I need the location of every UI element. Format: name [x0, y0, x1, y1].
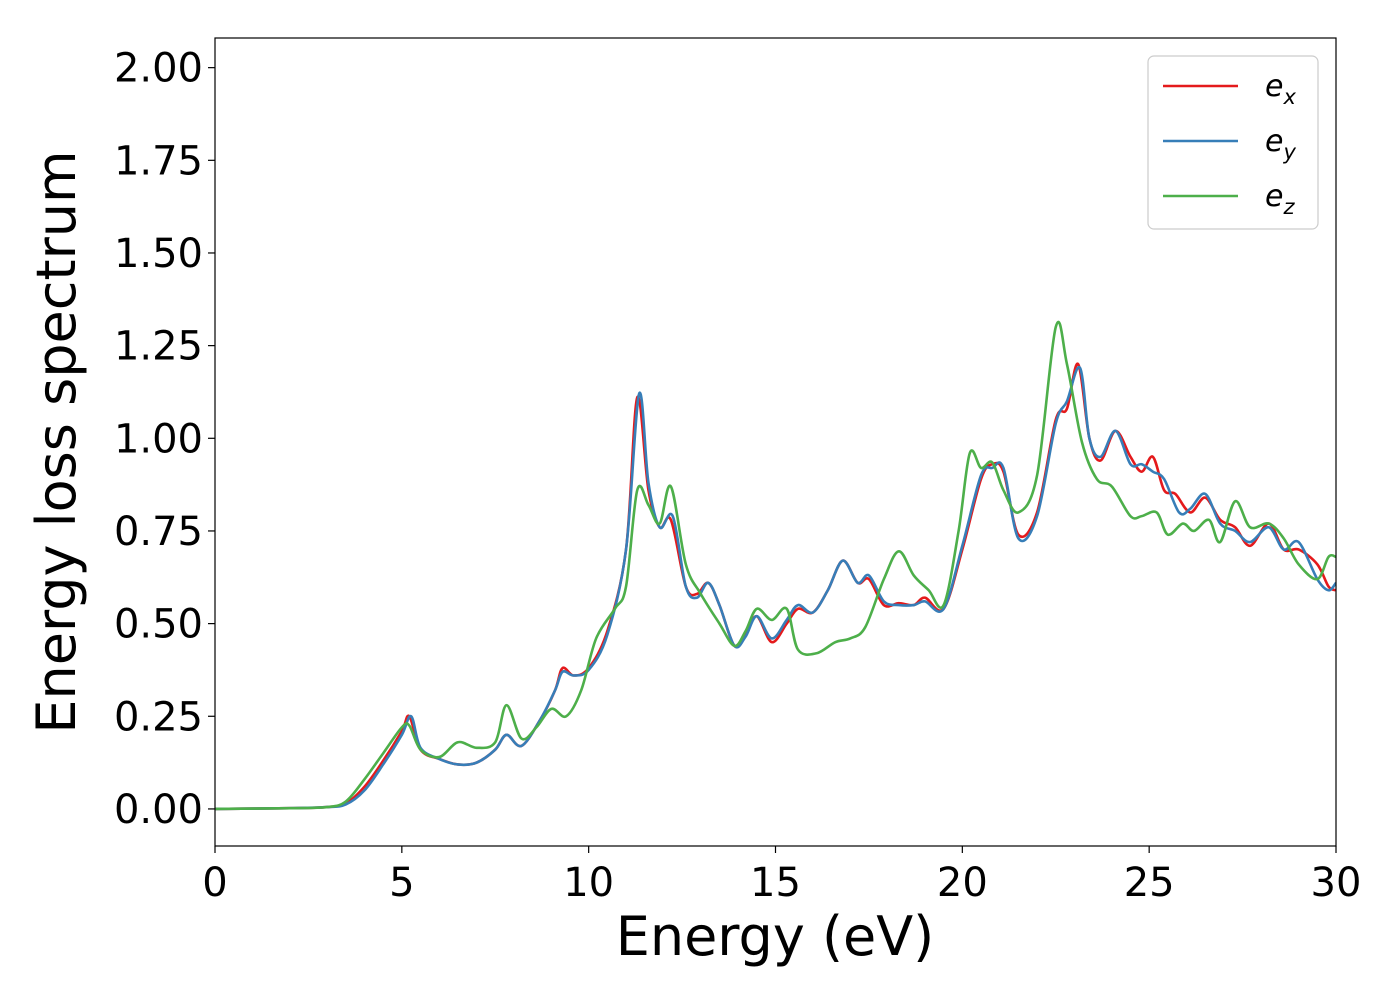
legend-label-z: ez: [1265, 179, 1295, 219]
x-axis-ticks: 0 5 10 15 20 25 30: [202, 846, 1361, 906]
y-tick-label: 1.25: [114, 324, 203, 370]
y-tick-label: 2.00: [114, 46, 203, 92]
x-tick-label: 5: [389, 860, 414, 906]
y-tick-label: 0.50: [114, 602, 203, 648]
legend-label-subscript: x: [1282, 85, 1296, 109]
y-tick-label: 0.00: [114, 787, 203, 833]
series-line-x: [215, 362, 1336, 811]
x-tick-label: 25: [1124, 860, 1175, 906]
y-tick-label: 1.75: [114, 138, 203, 184]
y-axis-title: Energy loss spectrum: [25, 150, 88, 733]
x-tick-label: 20: [937, 860, 988, 906]
legend-label-subscript: z: [1282, 195, 1295, 219]
legend-label-base: e: [1265, 179, 1283, 214]
legend-label-subscript: y: [1282, 140, 1296, 164]
y-tick-label: 0.25: [114, 694, 203, 740]
y-tick-label: 1.50: [114, 231, 203, 277]
legend-label-x: ex: [1265, 69, 1296, 109]
legend-box: [1147, 55, 1319, 230]
series-line-z: [215, 320, 1336, 811]
x-tick-label: 15: [750, 860, 801, 906]
x-tick-label: 30: [1311, 860, 1362, 906]
y-axis-ticks: 0.00 0.25 0.50 0.75 1.00 1.25 1.50 1.75 2.00: [114, 46, 215, 833]
series-line-y: [215, 365, 1336, 811]
legend-label-base: e: [1265, 69, 1283, 104]
y-tick-label: 1.00: [114, 416, 203, 462]
legend-label-y: ey: [1265, 124, 1296, 164]
y-tick-label: 0.75: [114, 509, 203, 555]
legend-label-base: e: [1265, 124, 1283, 159]
x-tick-label: 0: [202, 860, 227, 906]
series-layer: [215, 320, 1336, 811]
x-tick-label: 10: [563, 860, 614, 906]
x-axis-title: Energy (eV): [616, 905, 935, 968]
